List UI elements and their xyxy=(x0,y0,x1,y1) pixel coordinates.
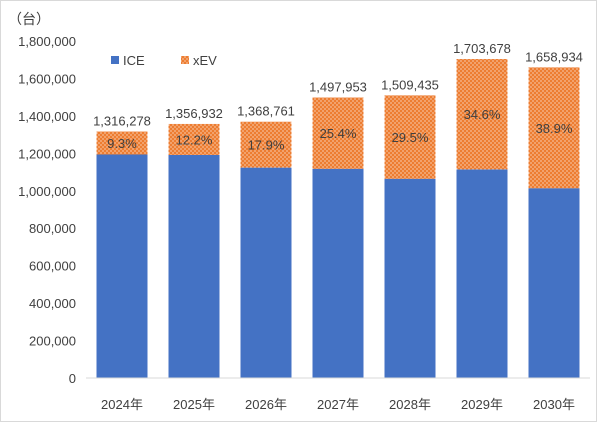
y-tick-label: 1,200,000 xyxy=(18,146,76,161)
legend-label-xev: xEV xyxy=(193,53,217,68)
bar-xev xyxy=(528,67,580,189)
x-tick-label: 2028年 xyxy=(389,397,431,412)
xev-share-label: 25.4% xyxy=(320,126,357,141)
bar-xev xyxy=(168,123,220,155)
bar-ice xyxy=(240,167,292,378)
bars: 9.3% 1,316,278 12.2% 1,356,932 17.9% 1,368,76… xyxy=(93,41,583,378)
bar-ice xyxy=(168,154,220,378)
xev-share-label: 12.2% xyxy=(176,132,213,147)
xev-share-label: 17.9% xyxy=(248,138,285,153)
y-tick-label: 1,400,000 xyxy=(18,109,76,124)
y-tick-label: 600,000 xyxy=(29,259,76,274)
bar-ice xyxy=(384,178,436,378)
xev-share-label: 9.3% xyxy=(107,136,137,151)
bar-ice xyxy=(528,188,580,378)
bar-xev xyxy=(96,131,148,155)
y-tick-label: 0 xyxy=(69,371,76,386)
bar-ice xyxy=(312,168,364,378)
total-label: 1,368,761 xyxy=(237,104,295,119)
legend-swatch-ice xyxy=(111,56,119,64)
total-label: 1,316,278 xyxy=(93,114,151,129)
bar-xev xyxy=(456,59,508,170)
bar-ice xyxy=(96,154,148,378)
xev-share-label: 38.9% xyxy=(536,121,573,136)
x-tick-label: 2026年 xyxy=(245,397,287,412)
y-tick-label: 1,800,000 xyxy=(18,34,76,49)
total-label: 1,509,435 xyxy=(381,77,439,92)
bar-xev xyxy=(312,97,364,169)
y-tick-label: 1,000,000 xyxy=(18,184,76,199)
x-tick-label: 2029年 xyxy=(461,397,503,412)
y-tick-label: 200,000 xyxy=(29,334,76,349)
legend: ICE xEV xyxy=(111,53,217,68)
x-tick-label: 2025年 xyxy=(173,397,215,412)
legend-label-ice: ICE xyxy=(123,53,145,68)
y-tick-label: 1,600,000 xyxy=(18,71,76,86)
x-axis-labels: 2024年 2025年 2026年 2027年 2028年 2029年 2030年 xyxy=(101,397,575,412)
x-tick-label: 2027年 xyxy=(317,397,359,412)
y-tick-label: 400,000 xyxy=(29,296,76,311)
total-label: 1,497,953 xyxy=(309,80,367,95)
xev-share-label: 29.5% xyxy=(392,130,429,145)
y-tick-label: 800,000 xyxy=(29,221,76,236)
xev-share-label: 34.6% xyxy=(464,107,501,122)
x-tick-label: 2024年 xyxy=(101,397,143,412)
legend-swatch-xev xyxy=(181,56,189,64)
x-tick-label: 2030年 xyxy=(533,397,575,412)
total-label: 1,356,932 xyxy=(165,106,223,121)
bar-xev xyxy=(240,121,292,168)
bar-ice xyxy=(456,169,508,378)
total-label: 1,703,678 xyxy=(453,41,511,56)
total-label: 1,658,934 xyxy=(525,49,583,64)
bar-xev xyxy=(384,95,436,179)
y-axis-unit-label: （台） xyxy=(8,11,50,27)
y-axis-ticks: 0 200,000 400,000 600,000 800,000 1,000,000 1,… xyxy=(18,34,76,386)
